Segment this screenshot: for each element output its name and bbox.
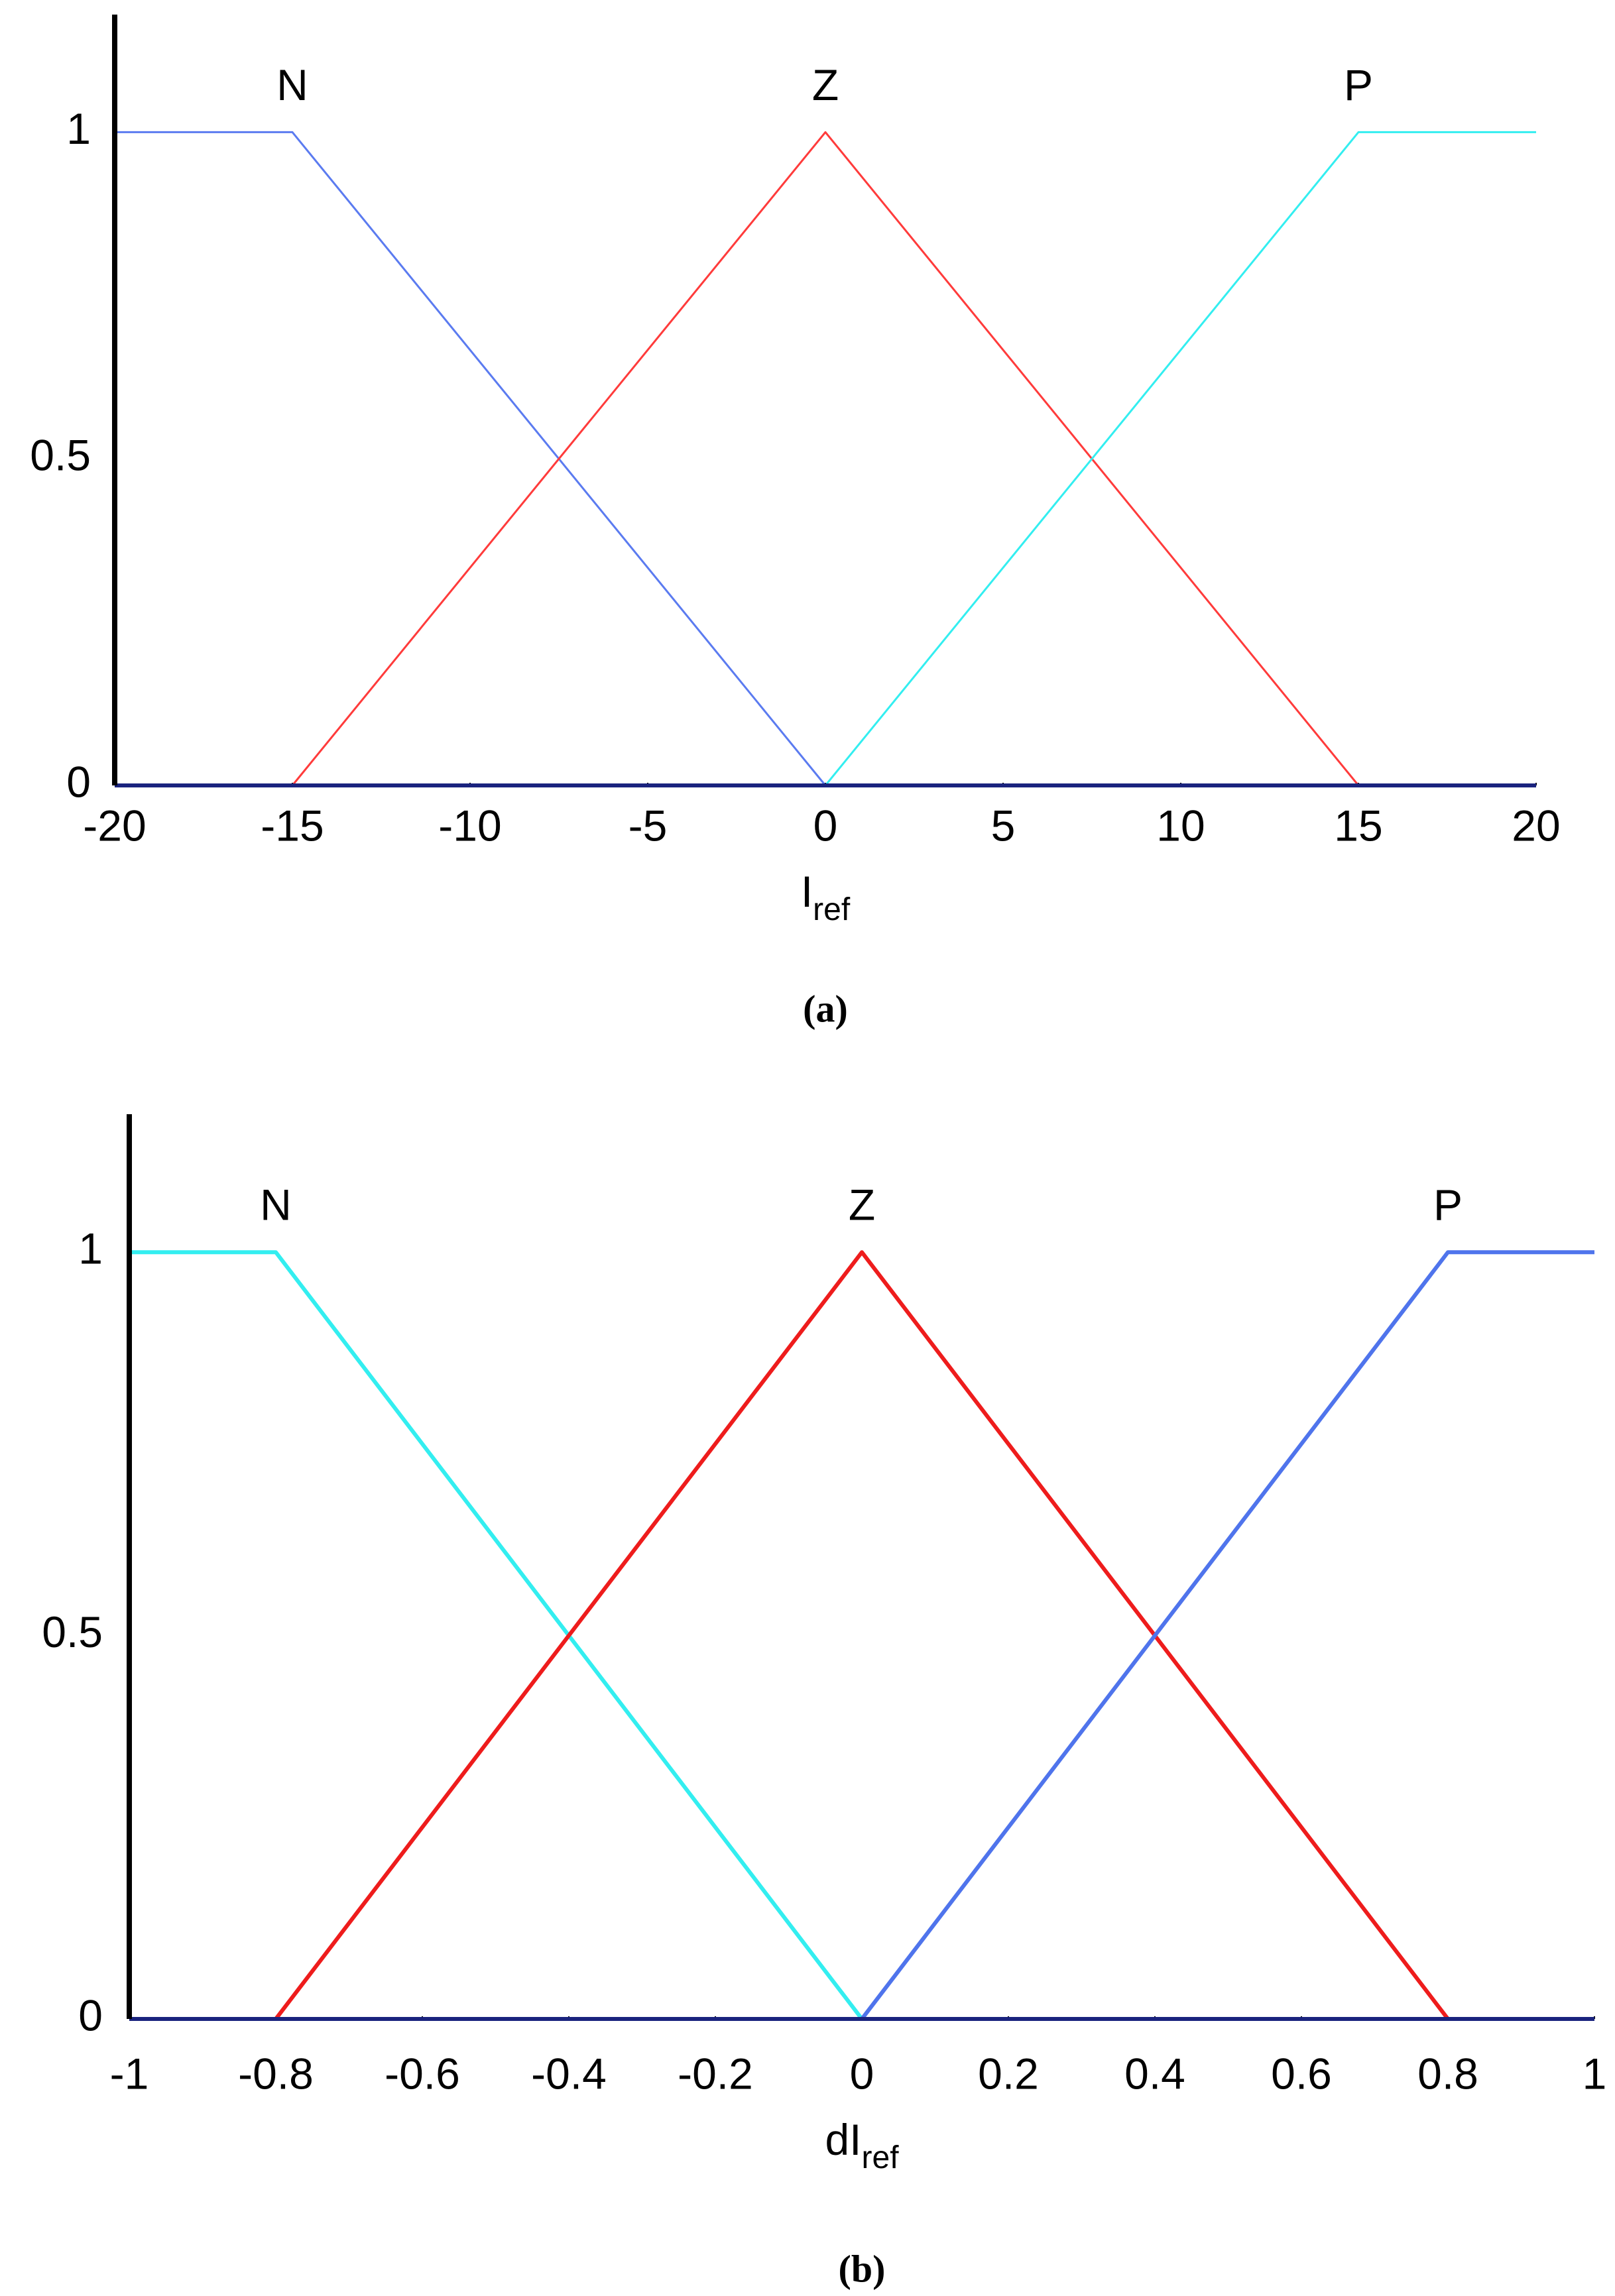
series-line	[115, 131, 1536, 787]
x-tick-label: -20	[83, 801, 146, 850]
x-tick-label: 5	[991, 801, 1016, 850]
series-line	[129, 1250, 1594, 2021]
x-tick-label: 0.4	[1124, 2049, 1185, 2098]
x-tick-label: 10	[1156, 801, 1205, 850]
x-tick-label: -0.6	[385, 2049, 460, 2098]
y-tick-label: 1	[78, 1224, 103, 1273]
x-tick-label: 20	[1512, 801, 1560, 850]
series-label: N	[276, 60, 308, 109]
series-label: P	[1344, 60, 1373, 109]
x-tick-label: -15	[261, 801, 324, 850]
x-tick-label: -0.4	[531, 2049, 607, 2098]
x-tick-label: 1	[1583, 2049, 1607, 2098]
series-line	[115, 131, 1536, 787]
caption: (b)	[839, 2247, 886, 2290]
y-tick-label: 1	[66, 104, 91, 153]
x-tick-label: 0	[850, 2049, 874, 2098]
x-axis-label-sub: ref	[813, 892, 851, 927]
x-axis-label: Iref	[801, 867, 851, 927]
y-tick-label: 0.5	[42, 1607, 103, 1656]
caption: (a)	[803, 987, 848, 1030]
x-tick-label: 0.6	[1271, 2049, 1332, 2098]
x-axis-label: dIref	[825, 2115, 899, 2175]
x-tick-label: 15	[1334, 801, 1382, 850]
y-tick-label: 0.5	[30, 431, 91, 480]
x-axis-label-main: I	[801, 867, 813, 916]
x-tick-label: 0	[813, 801, 838, 850]
x-tick-label: 0.8	[1417, 2049, 1478, 2098]
x-tick-label: -0.8	[238, 2049, 314, 2098]
x-axis-label-sub: ref	[862, 2140, 900, 2175]
x-tick-label: -5	[628, 801, 668, 850]
series-line	[115, 131, 1536, 787]
series-label: Z	[849, 1180, 875, 1230]
series-label: Z	[812, 60, 839, 109]
series-label: P	[1433, 1180, 1463, 1230]
y-tick-label: 0	[66, 757, 91, 806]
series-label: N	[260, 1180, 292, 1230]
x-tick-label: -0.2	[678, 2049, 753, 2098]
x-tick-label: 0.2	[978, 2049, 1039, 2098]
x-tick-label: -1	[110, 2049, 149, 2098]
x-tick-label: -10	[438, 801, 501, 850]
series-line	[129, 1250, 1594, 2021]
y-tick-label: 0	[78, 1990, 103, 2039]
series-line	[129, 1250, 1594, 2021]
x-axis-label-main: dI	[825, 2115, 861, 2164]
